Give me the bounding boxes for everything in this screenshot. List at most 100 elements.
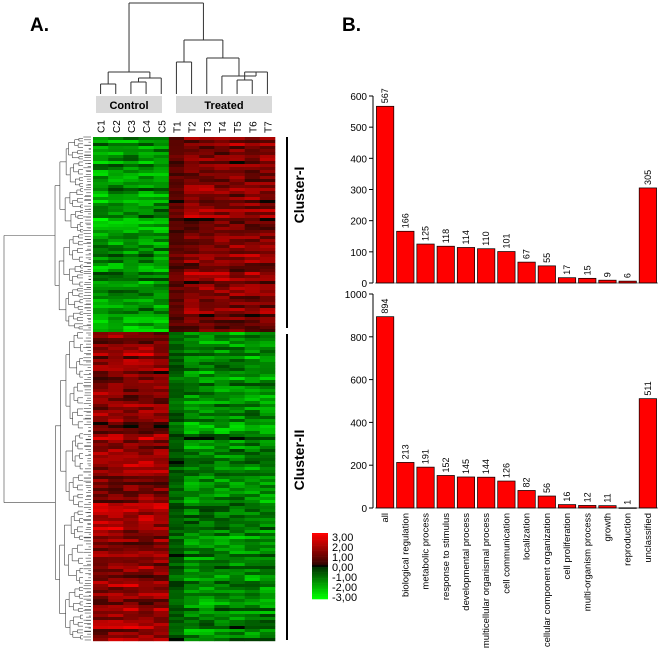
- heatmap-cell: [168, 329, 185, 333]
- heatmap-cell: [199, 491, 215, 495]
- legend-color-step: [312, 590, 328, 592]
- heatmap-cell: [108, 152, 124, 156]
- heatmap-cell: [214, 374, 230, 378]
- heatmap-cell: [229, 605, 245, 609]
- heatmap-cell: [214, 446, 230, 450]
- heatmap-cell: [123, 338, 139, 342]
- heatmap-cell: [184, 251, 200, 255]
- legend-color-step: [312, 591, 328, 593]
- heatmap-cell: [138, 374, 154, 378]
- heatmap-cell: [199, 527, 215, 531]
- heatmap-cell: [259, 503, 276, 507]
- heatmap-cell: [199, 413, 215, 417]
- heatmap-cell: [168, 227, 185, 231]
- heatmap-cell: [168, 269, 185, 273]
- heatmap-cell: [93, 566, 109, 570]
- heatmap-cell: [184, 524, 200, 528]
- heatmap-cell: [153, 152, 170, 156]
- heatmap-cell: [259, 548, 276, 552]
- heatmap-cell: [123, 242, 139, 246]
- heatmap-cell: [199, 197, 215, 201]
- heatmap-cell: [199, 266, 215, 270]
- heatmap-cell: [153, 368, 170, 372]
- category-label-metabolic-process: metabolic process: [421, 513, 432, 590]
- heatmap-cell: [123, 428, 139, 432]
- heatmap-cell: [138, 326, 154, 330]
- heatmap-cell: [123, 548, 139, 552]
- heatmap-cell: [244, 605, 261, 609]
- heatmap-cell: [184, 533, 200, 537]
- y-tick-label: 200: [350, 461, 367, 472]
- heatmap-cell: [229, 269, 245, 273]
- heatmap-cell: [199, 365, 215, 369]
- heatmap-cell: [229, 170, 245, 174]
- heatmap-cell: [244, 287, 261, 291]
- heatmap-cell: [168, 335, 185, 339]
- heatmap-cell: [168, 383, 185, 387]
- heatmap-cell: [214, 551, 230, 555]
- heatmap-cell: [108, 233, 124, 237]
- heatmap-cell: [214, 608, 230, 612]
- heatmap-cell: [184, 512, 200, 516]
- heatmap-cell: [184, 296, 200, 300]
- heatmap-cell: [168, 347, 185, 351]
- heatmap-cell: [214, 308, 230, 312]
- heatmap-cell: [93, 569, 109, 573]
- heatmap-cell: [244, 566, 261, 570]
- heatmap-cell: [153, 455, 170, 459]
- legend-color-step: [312, 533, 328, 535]
- heatmap-cell: [259, 239, 276, 243]
- heatmap-cell: [138, 293, 154, 297]
- bar-all: [376, 105, 395, 284]
- bar-value-label: 82: [522, 477, 532, 487]
- heatmap-cell: [93, 152, 109, 156]
- heatmap-cell: [138, 410, 154, 414]
- heatmap-cell: [168, 485, 185, 489]
- heatmap-cell: [153, 509, 170, 513]
- heatmap-cell: [108, 416, 124, 420]
- heatmap-cell: [199, 548, 215, 552]
- heatmap-cell: [168, 569, 185, 573]
- heatmap-cell: [168, 521, 185, 525]
- heatmap-cell: [259, 545, 276, 549]
- heatmap-cell: [153, 170, 170, 174]
- heatmap-cell: [123, 455, 139, 459]
- heatmap-cell: [168, 377, 185, 381]
- heatmap-cell: [153, 452, 170, 456]
- heatmap-cell: [138, 620, 154, 624]
- heatmap-cell: [244, 551, 261, 555]
- heatmap-cell: [229, 329, 245, 333]
- heatmap-cell: [259, 236, 276, 240]
- heatmap-cell: [168, 359, 185, 363]
- heatmap-cell: [259, 530, 276, 534]
- heatmap-cell: [138, 407, 154, 411]
- heatmap-cell: [229, 212, 245, 216]
- bar-value-label: 101: [501, 233, 511, 248]
- heatmap-cell: [244, 182, 261, 186]
- heatmap-cell: [199, 146, 215, 150]
- heatmap-cell: [138, 170, 154, 174]
- heatmap-cell: [199, 251, 215, 255]
- heatmap-cell: [214, 638, 230, 642]
- heatmap-cell: [229, 359, 245, 363]
- heatmap-cell: [214, 545, 230, 549]
- heatmap-cell: [214, 380, 230, 384]
- heatmap-cell: [123, 266, 139, 270]
- heatmap-cell: [123, 302, 139, 306]
- heatmap-cell: [93, 440, 109, 444]
- heatmap-cell: [244, 320, 261, 324]
- heatmap-cell: [168, 413, 185, 417]
- bar-value-label: 15: [582, 265, 592, 275]
- y-tick-label: 400: [350, 418, 367, 429]
- heatmap-cell: [93, 383, 109, 387]
- heatmap-cell: [244, 617, 261, 621]
- heatmap-cell: [244, 545, 261, 549]
- legend-label: -3,00: [332, 592, 357, 604]
- heatmap-cell: [93, 254, 109, 258]
- category-label-unclassified: unclassified: [643, 513, 654, 563]
- heatmap-cell: [93, 278, 109, 282]
- heatmap-cell: [108, 551, 124, 555]
- heatmap-cell: [138, 548, 154, 552]
- heatmap-cell: [259, 341, 276, 345]
